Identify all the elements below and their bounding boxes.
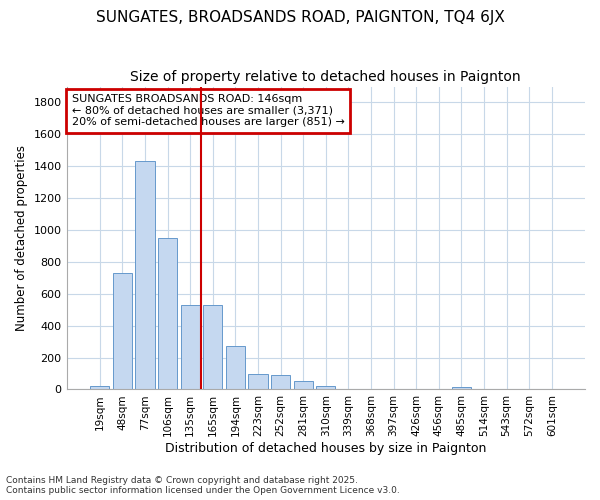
- Text: SUNGATES BROADSANDS ROAD: 146sqm
← 80% of detached houses are smaller (3,371)
20: SUNGATES BROADSANDS ROAD: 146sqm ← 80% o…: [72, 94, 344, 128]
- Bar: [113, 273, 132, 390]
- Bar: [293, 382, 313, 390]
- Title: Size of property relative to detached houses in Paignton: Size of property relative to detached ho…: [130, 70, 521, 84]
- Y-axis label: Number of detached properties: Number of detached properties: [15, 145, 28, 331]
- Bar: [203, 305, 223, 390]
- Bar: [226, 346, 245, 390]
- Bar: [158, 238, 177, 390]
- Bar: [90, 386, 109, 390]
- Bar: [136, 162, 155, 390]
- Text: Contains HM Land Registry data © Crown copyright and database right 2025.
Contai: Contains HM Land Registry data © Crown c…: [6, 476, 400, 495]
- Bar: [181, 305, 200, 390]
- X-axis label: Distribution of detached houses by size in Paignton: Distribution of detached houses by size …: [165, 442, 487, 455]
- Bar: [361, 388, 380, 390]
- Bar: [339, 388, 358, 390]
- Bar: [452, 387, 471, 390]
- Bar: [248, 374, 268, 390]
- Text: SUNGATES, BROADSANDS ROAD, PAIGNTON, TQ4 6JX: SUNGATES, BROADSANDS ROAD, PAIGNTON, TQ4…: [95, 10, 505, 25]
- Bar: [316, 386, 335, 390]
- Bar: [271, 375, 290, 390]
